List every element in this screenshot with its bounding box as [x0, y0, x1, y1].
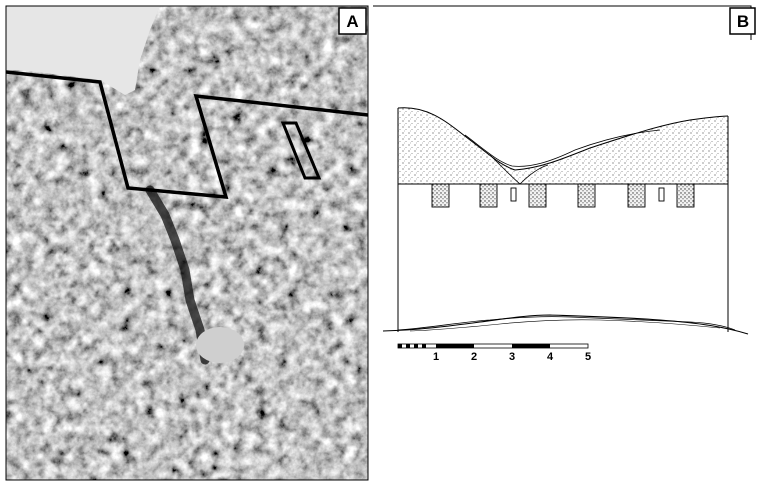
scale-bar: 1 2 3 4 5	[397, 343, 591, 363]
panel-a-label: A	[346, 12, 358, 31]
merlon	[479, 183, 498, 208]
drawing-merlons	[431, 183, 695, 208]
panel-b-drawing: 1 2 3 4 5	[382, 107, 749, 363]
scale-segment	[436, 344, 474, 348]
panel-a-photo	[6, 6, 368, 480]
panel-b-border	[373, 5, 752, 40]
panel-a-label-box	[338, 7, 367, 35]
scale-tick-label: 4	[547, 351, 554, 363]
merlon	[577, 183, 596, 208]
merlon	[431, 183, 450, 208]
photo-overlay-left	[6, 70, 368, 199]
scale-tick-label: 5	[585, 351, 591, 363]
arrow-slit	[658, 187, 665, 202]
photo-overlay-slot	[280, 121, 322, 180]
drawing-upper-profile	[397, 107, 729, 171]
scale-tick-label: 1	[433, 351, 439, 363]
scale-tick-label: 3	[509, 351, 515, 363]
drawing-upper-fill	[398, 107, 728, 184]
panel-b-label: B	[737, 12, 749, 31]
arrow-slit	[510, 187, 517, 202]
scale-tick-label: 2	[471, 351, 477, 363]
photo-boulder	[196, 327, 244, 363]
scale-bar-outline	[397, 343, 589, 349]
panel-a-border	[5, 5, 369, 481]
scale-segment	[398, 344, 402, 348]
scale-segment	[414, 344, 418, 348]
photo-crack	[145, 185, 210, 365]
scale-segment	[406, 344, 410, 348]
merlon	[528, 183, 547, 208]
panel-b-label-box	[729, 7, 756, 35]
photo-sky	[6, 6, 160, 95]
scale-segment	[512, 344, 550, 348]
drawing-ground-profile-3	[409, 319, 721, 332]
merlon	[627, 183, 646, 208]
drawing-upper-profile-2	[464, 129, 661, 167]
drawing-upper-profile-3	[489, 154, 549, 185]
scale-segment	[422, 344, 426, 348]
merlon	[676, 183, 695, 208]
drawing-ground-profile-2	[397, 316, 736, 331]
drawing-ground-profile	[382, 314, 749, 335]
photo-wall-texture	[6, 6, 368, 480]
